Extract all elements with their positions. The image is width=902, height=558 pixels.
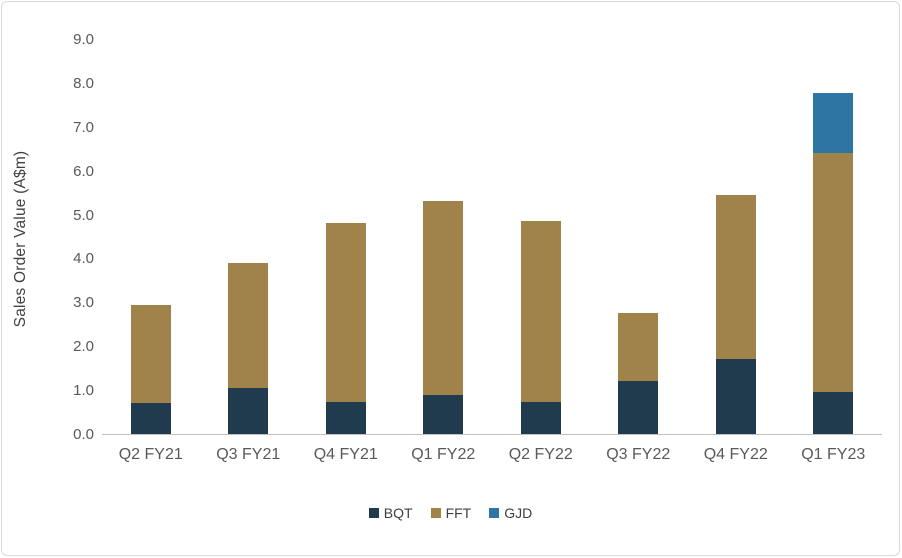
bar-segment-fft	[520, 221, 561, 402]
bar-segment-fft	[423, 201, 464, 395]
bar-segment-bqt	[520, 401, 561, 434]
legend-swatch-icon	[430, 508, 441, 518]
y-tick-label: 2.0	[73, 338, 94, 356]
y-tick-label: 3.0	[73, 294, 94, 312]
x-axis-category-labels: Q2 FY21 Q3 FY21 Q4 FY21 Q1 FY22 Q2 FY22 Q3 FY…	[102, 446, 882, 464]
bar-group-q3-fy22	[590, 40, 688, 434]
y-tick-label: 6.0	[73, 162, 94, 180]
bar-stack	[325, 223, 366, 434]
bar-stack	[813, 92, 854, 434]
legend-label: GJD	[504, 505, 533, 521]
legend-label: BQT	[383, 505, 413, 521]
y-tick-label: 7.0	[73, 118, 94, 136]
bar-stack	[130, 304, 171, 434]
legend-item-bqt: BQT	[368, 505, 413, 521]
bar-segment-fft	[325, 223, 366, 403]
bar-segment-bqt	[715, 359, 756, 434]
x-axis-label: Q1 FY22	[411, 446, 476, 463]
bar-stack	[228, 262, 269, 434]
bar-segment-bqt	[228, 387, 269, 434]
bar-segment-bqt	[423, 394, 464, 434]
bar-stack	[423, 201, 464, 434]
y-tick-label: 4.0	[73, 250, 94, 268]
legend-swatch-icon	[489, 508, 500, 518]
y-tick-label: 9.0	[73, 31, 94, 48]
legend-item-gjd: GJD	[489, 505, 532, 521]
bar-segment-bqt	[618, 381, 659, 434]
x-axis-label: Q1 FY23	[801, 446, 866, 463]
x-axis-label: Q4 FY21	[313, 446, 378, 463]
y-tick-label: 8.0	[73, 74, 94, 92]
x-axis-label: Q2 FY22	[508, 446, 573, 463]
x-axis-label: Q4 FY22	[703, 446, 768, 463]
bar-group-q2-fy22	[492, 40, 590, 434]
legend-item-fft: FFT	[430, 505, 472, 521]
bar-segment-bqt	[325, 402, 366, 434]
bar-group-q1-fy22	[395, 40, 493, 434]
x-axis-label: Q3 FY22	[606, 446, 671, 463]
y-tick-label: 0.0	[73, 426, 94, 443]
plot-area	[102, 40, 882, 435]
y-tick-label: 5.0	[73, 206, 94, 224]
y-tick-label: 1.0	[73, 382, 94, 400]
bar-group-q1-fy23	[785, 40, 883, 434]
bar-segment-fft	[130, 304, 171, 404]
bar-stack	[520, 221, 561, 434]
bar-segment-bqt	[130, 403, 171, 434]
bar-segment-gjd	[813, 92, 854, 154]
legend-swatch-icon	[368, 508, 379, 518]
bar-segment-fft	[715, 194, 756, 360]
bar-group-q4-fy21	[297, 40, 395, 434]
legend-label: FFT	[445, 505, 472, 521]
x-axis-label: Q3 FY21	[216, 446, 281, 463]
legend: BQT FFT GJD	[2, 505, 899, 521]
bar-group-q2-fy21	[102, 40, 200, 434]
bar-segment-fft	[228, 262, 269, 388]
y-axis-tick-labels: 0.0 1.0 2.0 3.0 4.0 5.0 6.0 7.0 8.0 9.0	[54, 31, 94, 443]
bar-segment-bqt	[813, 392, 854, 434]
bar-group-q3-fy21	[200, 40, 298, 434]
bar-stack	[618, 313, 659, 434]
bar-stack	[715, 194, 756, 434]
bar-segment-fft	[618, 313, 659, 382]
y-axis-title: Sales Order Value (A$m)	[12, 150, 29, 328]
x-axis-label: Q2 FY21	[118, 446, 183, 463]
bar-segment-fft	[813, 153, 854, 393]
bar-group-q4-fy22	[687, 40, 785, 434]
